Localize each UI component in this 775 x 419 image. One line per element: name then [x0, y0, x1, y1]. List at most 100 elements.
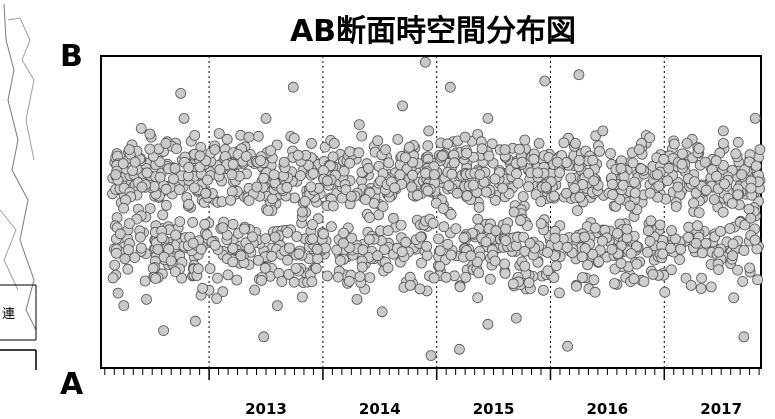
event-point: [288, 132, 300, 144]
event-point: [114, 228, 126, 240]
event-point: [135, 122, 147, 134]
event-point: [269, 231, 281, 243]
event-point: [489, 173, 501, 185]
section-end-label-b: B: [60, 39, 83, 74]
event-point: [169, 266, 181, 278]
event-point: [642, 246, 653, 258]
event-point: [356, 130, 368, 142]
event-point: [214, 164, 226, 176]
event-point: [645, 215, 657, 227]
event-point: [693, 207, 705, 219]
event-point: [744, 262, 755, 274]
event-point: [337, 237, 349, 249]
event-point: [749, 234, 761, 246]
event-point: [321, 175, 333, 187]
event-point: [382, 225, 394, 237]
event-point: [377, 201, 389, 212]
event-point: [411, 189, 423, 201]
event-point: [436, 150, 448, 162]
event-point: [589, 286, 601, 298]
event-point: [582, 259, 593, 271]
event-point: [749, 113, 761, 124]
event-point: [380, 144, 391, 156]
event-point: [730, 148, 742, 160]
event-point: [446, 168, 458, 180]
event-point: [647, 268, 659, 280]
event-point: [644, 132, 656, 144]
event-point: [199, 218, 211, 230]
event-point: [607, 178, 618, 190]
event-point: [662, 175, 673, 187]
event-point: [332, 271, 344, 283]
event-point: [745, 182, 757, 194]
event-point: [659, 286, 671, 298]
event-point: [119, 253, 131, 265]
event-point: [627, 157, 639, 169]
event-point: [516, 156, 528, 168]
event-point: [278, 156, 290, 168]
event-point: [500, 235, 512, 246]
event-point: [574, 191, 586, 203]
event-point: [482, 113, 494, 124]
event-point: [629, 176, 640, 188]
event-point: [460, 271, 472, 283]
event-point: [590, 222, 601, 234]
event-point: [209, 144, 221, 156]
event-point: [467, 179, 479, 191]
event-point: [373, 209, 385, 221]
event-point: [565, 172, 577, 184]
event-point: [222, 269, 234, 281]
event-point: [685, 279, 697, 291]
event-point: [605, 148, 616, 159]
event-point: [499, 267, 511, 279]
event-point: [117, 158, 129, 170]
event-point: [539, 75, 551, 87]
year-tick-label: 2013: [245, 400, 287, 418]
event-point: [621, 223, 633, 235]
event-point: [644, 235, 656, 247]
event-point: [306, 276, 318, 288]
year-grid-lines: [208, 56, 665, 368]
event-point: [331, 244, 343, 256]
event-point: [243, 131, 255, 143]
event-point: [512, 177, 524, 189]
event-point: [476, 143, 488, 155]
event-point: [376, 306, 388, 318]
event-point: [609, 278, 620, 289]
event-point: [572, 205, 583, 217]
event-point: [693, 143, 705, 154]
event-point: [717, 206, 729, 218]
event-point: [258, 172, 270, 184]
event-point: [681, 137, 693, 149]
event-point: [112, 287, 124, 299]
event-point: [178, 113, 190, 124]
event-point: [628, 273, 640, 285]
event-point: [282, 227, 294, 238]
event-point: [569, 182, 580, 194]
event-point: [227, 158, 239, 170]
event-point: [109, 259, 121, 271]
event-point: [736, 169, 748, 181]
map-label: 連: [2, 307, 15, 322]
event-point: [751, 243, 763, 255]
event-point: [152, 243, 164, 255]
event-point: [728, 292, 740, 304]
event-point: [204, 263, 216, 274]
event-point: [305, 181, 317, 193]
event-point: [451, 187, 463, 199]
event-point: [695, 283, 707, 294]
event-point: [221, 133, 233, 145]
event-point: [732, 189, 744, 201]
event-point: [328, 137, 340, 149]
event-point: [235, 250, 247, 262]
event-point: [738, 245, 750, 256]
event-point: [593, 256, 605, 268]
event-point: [157, 209, 169, 221]
event-point: [227, 218, 239, 230]
event-point: [289, 192, 301, 204]
event-point: [163, 243, 175, 255]
event-point: [260, 233, 272, 245]
event-point: [533, 137, 545, 149]
event-point: [310, 262, 322, 274]
event-point: [252, 130, 264, 142]
